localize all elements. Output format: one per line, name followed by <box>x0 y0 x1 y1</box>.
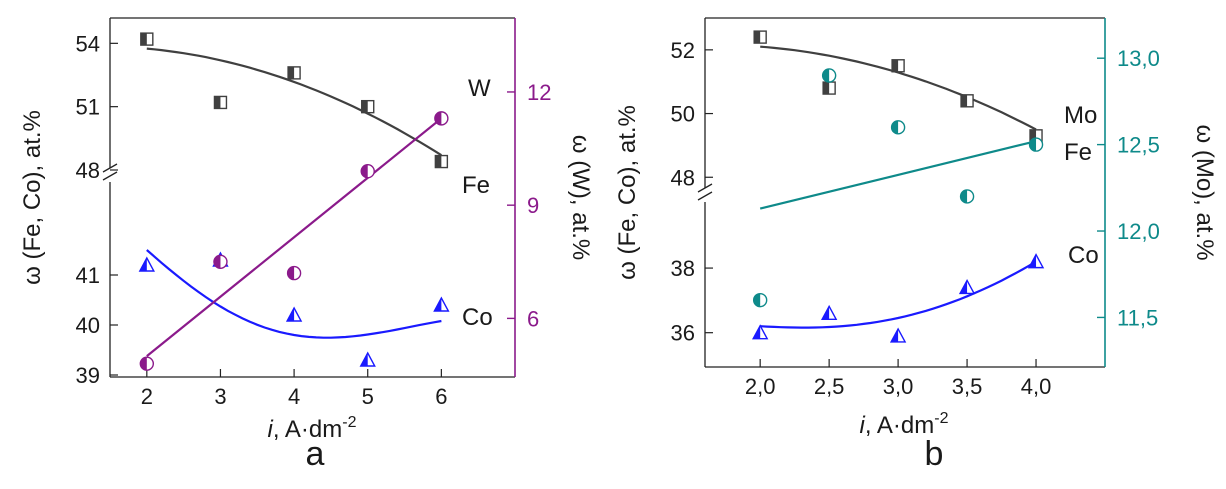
y-right-tick-label: 11,5 <box>1117 305 1158 330</box>
fit-curve-co <box>146 249 442 339</box>
x-axis-title-text: , A·dm <box>865 412 934 439</box>
series-label-w: W <box>468 75 491 102</box>
y-left-tick-label: 48 <box>671 165 695 190</box>
chart-panel-a: 2 3 4 5 6 48 51 54 39 40 41 6 9 12 ω (Fe, Co), at.% ω (… <box>19 17 594 473</box>
x-tick-label: 6 <box>435 384 447 409</box>
data-point-mo-fill <box>891 120 899 134</box>
fit-curve-fe <box>146 47 442 157</box>
data-point-w-fill <box>287 266 295 280</box>
x-tick-label: 3,0 <box>883 374 914 399</box>
data-point-co-fill <box>360 353 368 366</box>
x-tick-label: 2 <box>141 384 153 409</box>
data-point-w-fill <box>434 111 442 125</box>
y-left-axis-title: ω (Fe, Co), at.% <box>614 105 641 280</box>
x-tick-label: 4,0 <box>1021 374 1052 399</box>
data-point-co-fill <box>434 298 442 311</box>
x-axis-title-superscript: -2 <box>934 410 948 427</box>
x-tick-label: 2,0 <box>745 374 776 399</box>
y-left-tick-label: 48 <box>76 158 100 183</box>
data-point-co-fill <box>891 328 899 342</box>
y-left-axis-title: ω (Fe, Co), at.% <box>19 110 46 285</box>
x-tick-label: 4 <box>288 384 300 409</box>
fit-line-w <box>146 117 443 357</box>
series-label-fe: Fe <box>1064 139 1092 166</box>
y-left-tick-label: 38 <box>671 256 695 281</box>
data-point-fe-fill <box>214 96 221 109</box>
y-right-tick-label: 13,0 <box>1117 46 1160 71</box>
data-point-fe-fill <box>1030 129 1037 142</box>
data-point-co-fill <box>287 308 295 321</box>
y-right-tick-label: 12,5 <box>1117 133 1160 158</box>
data-point-co-fill <box>960 280 968 294</box>
x-axis-title-superscript: -2 <box>342 414 356 431</box>
data-point-mo-fill <box>822 68 830 82</box>
x-axis-title-italic: i <box>268 416 274 443</box>
series-label-co: Co <box>462 304 493 331</box>
y-right-tick-label: 6 <box>527 306 539 331</box>
y-right-axis-title: ω (Mo), at.% <box>1191 124 1218 260</box>
y-right-tick-label: 12 <box>527 80 551 105</box>
series-label-fe: Fe <box>462 172 490 199</box>
data-point-fe-fill <box>754 31 761 44</box>
fit-curve-co <box>760 260 1037 329</box>
x-axis-title-text: , A·dm <box>273 416 342 443</box>
y-left-tick-label: 40 <box>76 313 100 338</box>
y-right-tick-label: 9 <box>527 193 539 218</box>
data-point-w-fill <box>361 164 368 178</box>
y-left-tick-label: 41 <box>76 263 100 288</box>
axis-break-mark <box>102 163 118 173</box>
y-left-tick-label: 54 <box>76 31 100 56</box>
data-point-co-fill <box>139 258 147 271</box>
data-point-mo-fill <box>960 189 968 203</box>
fit-line-mo <box>759 140 1037 210</box>
y-left-tick-label: 51 <box>76 95 100 120</box>
y-right-axis-title: ω (W), at.% <box>567 135 594 260</box>
x-tick-label: 3 <box>214 384 226 409</box>
data-point-fe-fill <box>435 155 442 168</box>
data-point-co-fill <box>753 325 761 339</box>
data-point-fe-fill <box>823 82 830 95</box>
x-tick-label: 5 <box>362 384 374 409</box>
chart-panel-b: 2,0 2,5 3,0 3,5 4,0 48 50 52 36 38 11,5 12,0 12,5 13,… <box>614 17 1218 473</box>
data-point-fe-fill <box>288 66 295 79</box>
axis-break-mark <box>697 191 713 201</box>
panel-letter: a <box>306 435 325 473</box>
y-left-tick-label: 52 <box>671 38 695 63</box>
y-right-tick-label: 12,0 <box>1117 219 1160 244</box>
data-point-w-fill <box>213 255 221 269</box>
x-axis-title: i, A·dm-2 <box>268 414 357 443</box>
data-point-fe-fill <box>892 59 899 72</box>
data-point-mo-fill <box>1029 138 1037 152</box>
y-left-tick-label: 39 <box>76 363 100 388</box>
x-tick-label: 2,5 <box>814 374 845 399</box>
axis-break-mark <box>697 183 713 193</box>
data-point-mo-fill <box>753 293 761 307</box>
x-tick-label: 3,5 <box>952 374 983 399</box>
series-label-co: Co <box>1068 242 1099 269</box>
x-axis-title-italic: i <box>860 412 866 439</box>
series-label-mo: Mo <box>1064 102 1097 129</box>
data-point-w-fill <box>140 357 147 371</box>
panel-letter: b <box>925 435 944 473</box>
data-point-fe-fill <box>140 33 147 46</box>
fit-curve-fe <box>760 45 1037 131</box>
data-point-fe-fill <box>961 94 968 107</box>
x-axis-title: i, A·dm-2 <box>860 410 949 439</box>
data-point-co-fill <box>1029 254 1037 268</box>
data-point-fe-fill <box>361 100 368 113</box>
y-left-tick-label: 50 <box>671 102 695 127</box>
y-left-tick-label: 36 <box>671 321 695 346</box>
data-point-co-fill <box>822 306 830 320</box>
axis-break-mark <box>102 171 118 181</box>
